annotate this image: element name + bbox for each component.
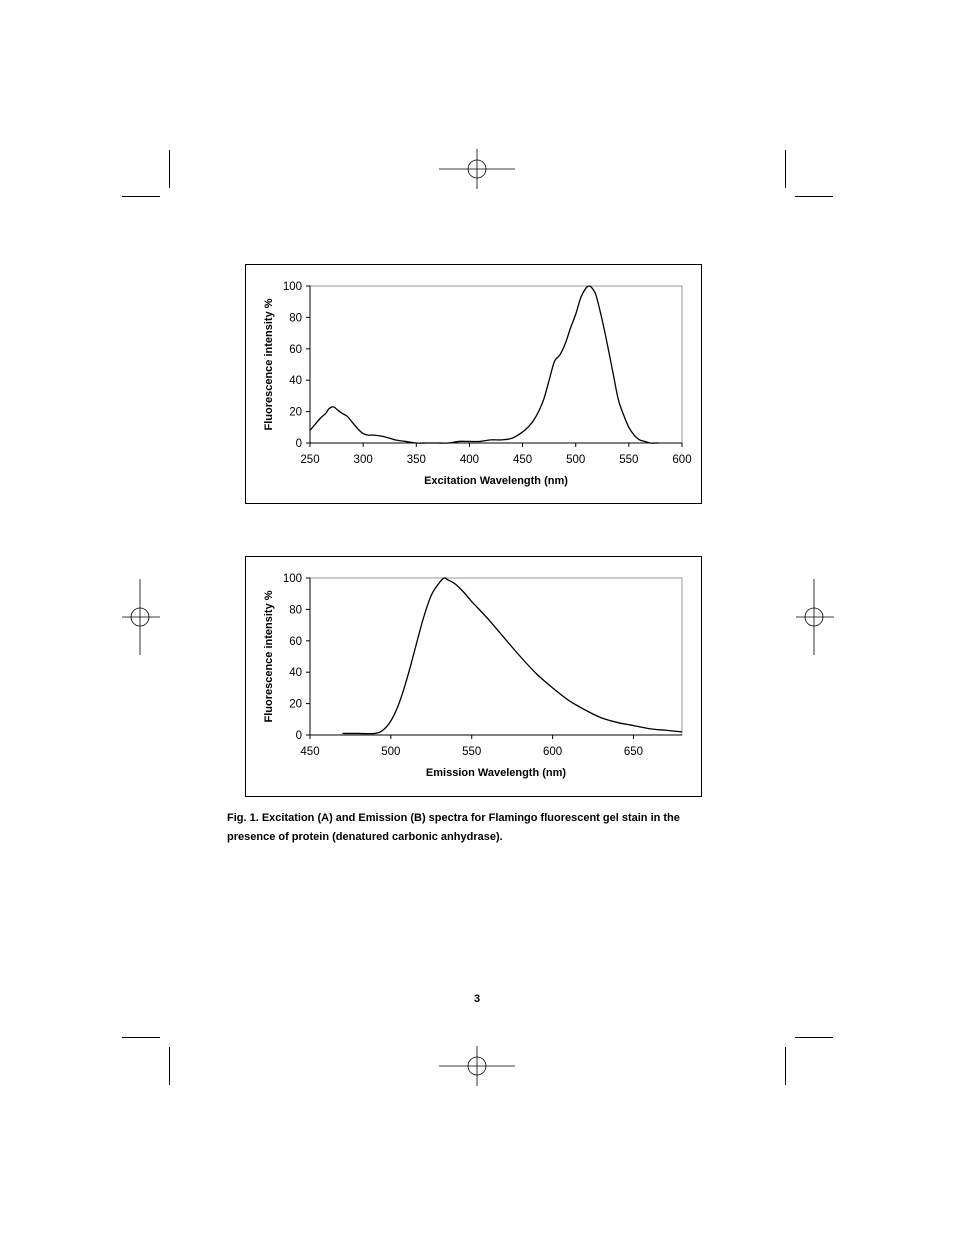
x-tick-label: 650 <box>624 746 643 758</box>
x-tick-label: 450 <box>513 454 532 466</box>
series-line <box>309 285 659 444</box>
emission-chart: 0 20 40 60 80 100 450 500 550 600 650 Emission Wave… <box>245 556 702 797</box>
excitation-chart-svg: 0 20 40 60 80 100 250 300 350 400 450 500 550 600 Exci… <box>263 281 692 487</box>
x-axis-label: Emission Wavelength (nm) <box>426 767 567 779</box>
y-tick-label: 80 <box>289 312 302 324</box>
emission-chart-svg: 0 20 40 60 80 100 450 500 550 600 650 Emission Wave… <box>263 573 683 779</box>
crop-mark <box>785 150 786 188</box>
y-tick-label: 100 <box>283 573 302 585</box>
x-tick-label: 400 <box>460 454 479 466</box>
page-number: 3 <box>473 993 481 1005</box>
x-axis-label: Excitation Wavelength (nm) <box>424 475 568 487</box>
registration-mark-icon <box>439 1046 515 1086</box>
crop-mark <box>169 150 170 188</box>
y-tick-label: 60 <box>289 636 302 648</box>
x-tick-label: 250 <box>300 454 319 466</box>
y-axis-label: Fluorescence intensity % <box>263 298 275 430</box>
plot-area <box>309 577 683 736</box>
x-tick-label: 550 <box>619 454 638 466</box>
registration-mark-icon <box>439 149 515 189</box>
y-tick-label: 20 <box>289 699 302 711</box>
series-line <box>342 577 683 735</box>
crop-mark <box>169 1047 170 1085</box>
x-tick-label: 450 <box>300 746 319 758</box>
y-tick-label: 40 <box>289 667 302 679</box>
registration-mark-icon <box>796 579 834 655</box>
crop-mark <box>785 1047 786 1085</box>
x-tick-label: 300 <box>354 454 373 466</box>
y-tick-label: 100 <box>283 281 302 293</box>
x-tick-label: 600 <box>672 454 691 466</box>
plot-area <box>309 285 683 444</box>
y-tick-label: 0 <box>296 438 302 450</box>
x-tick-label: 600 <box>543 746 562 758</box>
y-axis-label: Fluorescence intensity % <box>263 590 275 722</box>
y-tick-label: 60 <box>289 344 302 356</box>
crop-mark <box>122 196 160 197</box>
x-tick-label: 500 <box>566 454 585 466</box>
y-tick-label: 80 <box>289 604 302 616</box>
figure-caption: Fig. 1. Excitation (A) and Emission (B) … <box>227 812 680 843</box>
x-tick-label: 500 <box>381 746 400 758</box>
crop-mark <box>122 1037 160 1038</box>
x-tick-label: 350 <box>407 454 426 466</box>
crop-mark <box>795 1037 833 1038</box>
y-tick-label: 40 <box>289 375 302 387</box>
excitation-chart: 0 20 40 60 80 100 250 300 350 400 450 500 550 600 Exci… <box>245 264 702 504</box>
y-tick-label: 0 <box>296 730 302 742</box>
x-tick-label: 550 <box>462 746 481 758</box>
crop-mark <box>795 196 833 197</box>
y-tick-label: 20 <box>289 407 302 419</box>
registration-mark-icon <box>122 579 160 655</box>
